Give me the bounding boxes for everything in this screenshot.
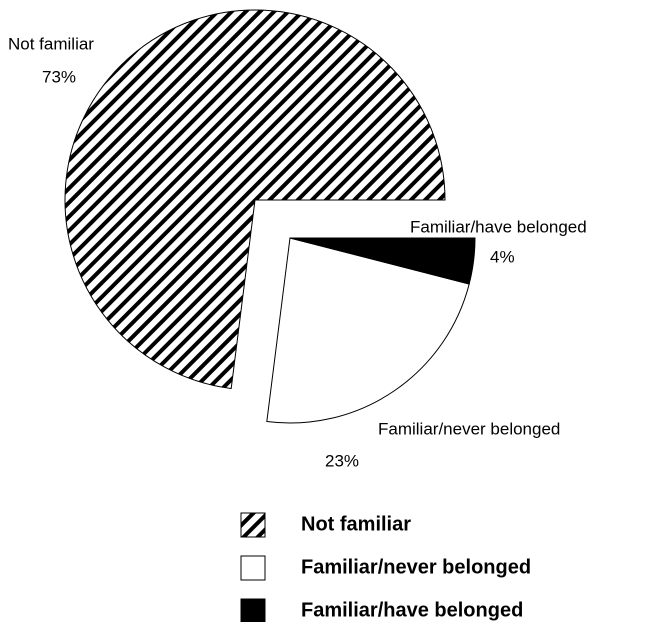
legend-label: Familiar/have belonged [301, 599, 523, 621]
legend-swatch [240, 598, 266, 622]
slice-value-label: 23% [325, 451, 359, 470]
slice-value-label: 73% [42, 67, 76, 86]
slice-label: Familiar/have belonged [410, 217, 587, 236]
legend-swatch [240, 512, 266, 538]
pie-slice [64, 9, 446, 390]
slice-label: Not familiar [8, 34, 94, 53]
slice-value-label: 4% [490, 247, 515, 266]
legend-label: Familiar/never belonged [301, 556, 531, 578]
legend-label: Not familiar [301, 513, 411, 535]
slice-label: Familiar/never belonged [378, 419, 560, 438]
pie-slice [289, 237, 476, 285]
legend-swatch [240, 555, 266, 581]
pie-slice [266, 237, 470, 424]
